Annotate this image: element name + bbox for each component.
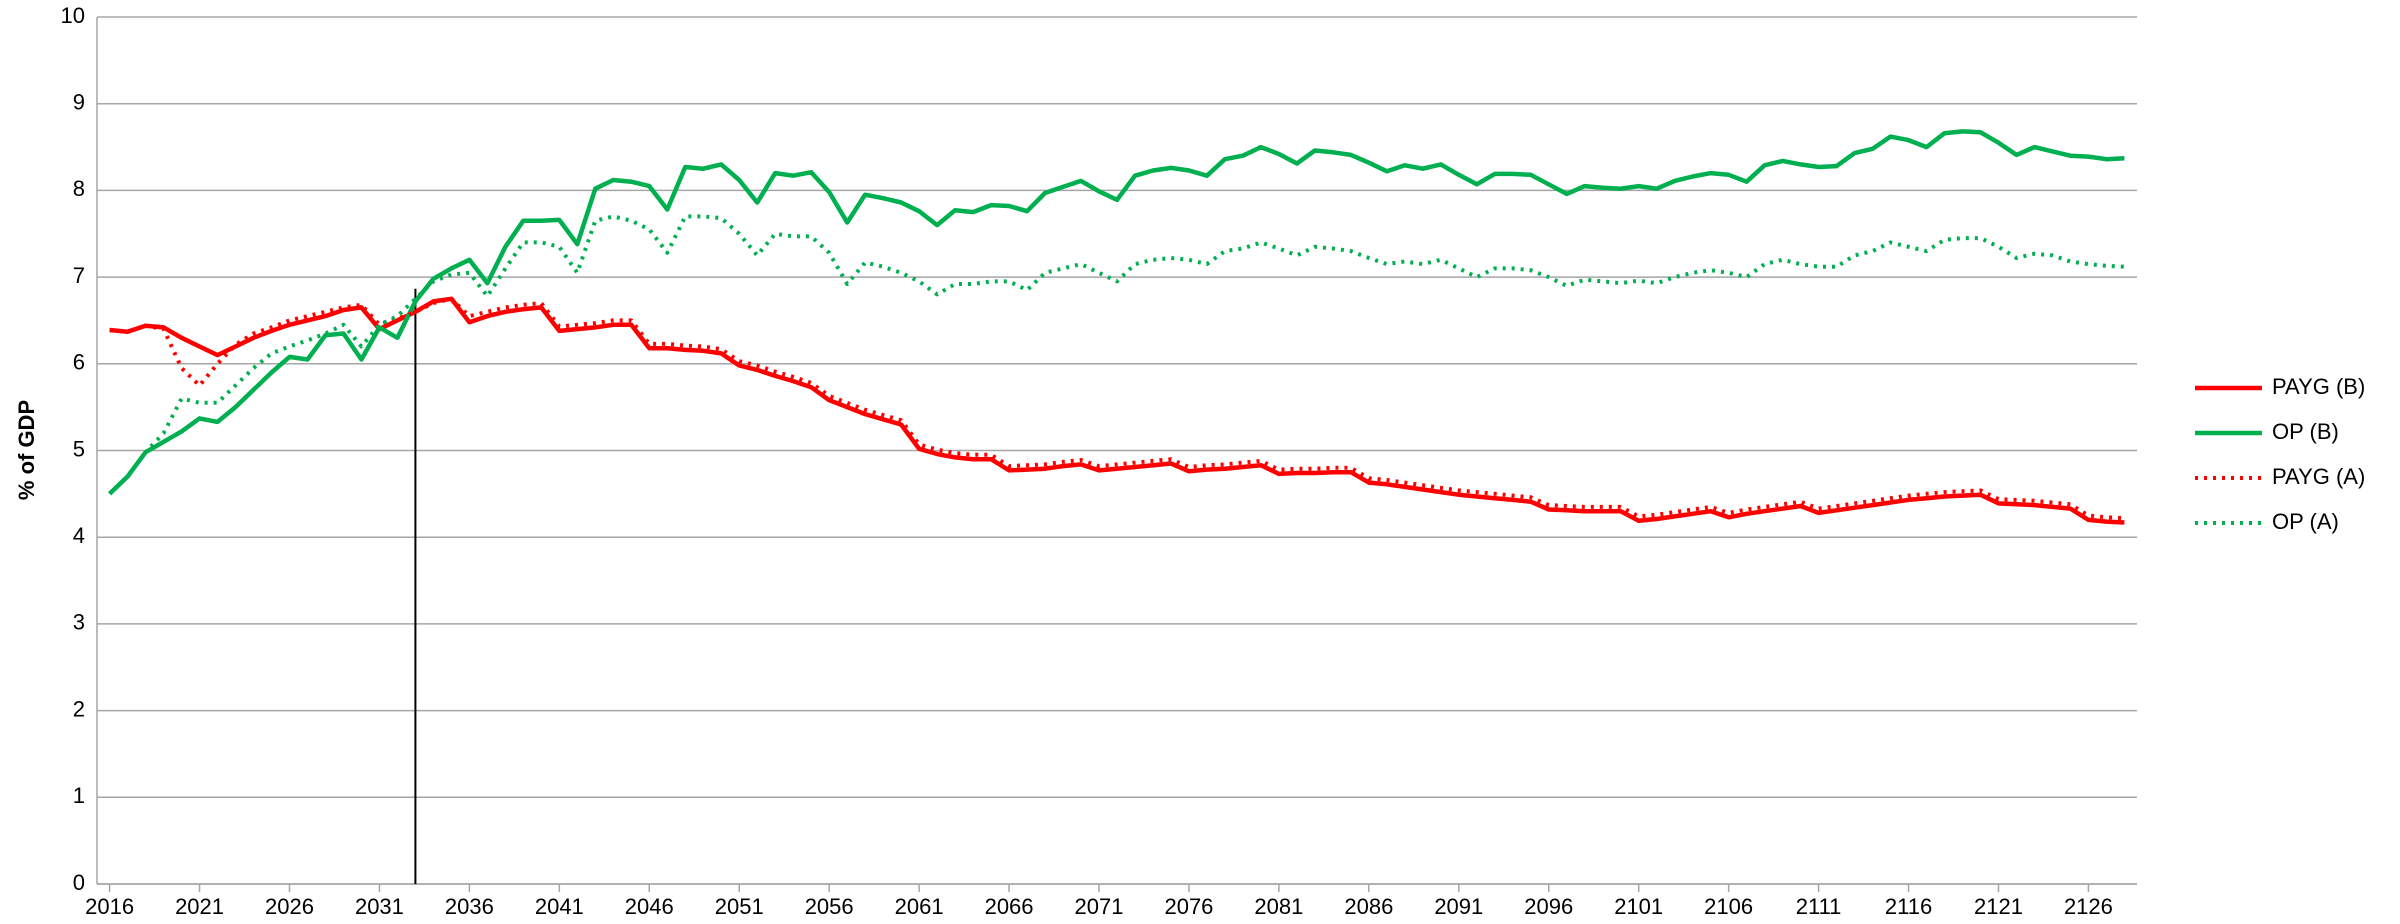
legend-label: PAYG (B) <box>2272 374 2365 399</box>
y-tick-label: 7 <box>73 263 85 288</box>
y-axis-label: % of GDP <box>14 400 39 500</box>
x-tick-label: 2076 <box>1164 894 1213 919</box>
x-tick-label: 2026 <box>265 894 314 919</box>
x-tick-label: 2036 <box>445 894 494 919</box>
y-tick-label: 6 <box>73 350 85 375</box>
series-line <box>109 296 2125 525</box>
x-tick-label: 2116 <box>1885 894 1932 919</box>
series-line <box>108 214 2125 496</box>
legend-label: OP (B) <box>2272 419 2339 444</box>
x-tick-label: 2091 <box>1434 894 1483 919</box>
y-tick-label: 1 <box>73 783 85 808</box>
x-tick-label: 2101 <box>1614 894 1663 919</box>
legend-label: OP (A) <box>2272 509 2339 534</box>
legend-label: PAYG (A) <box>2272 464 2365 489</box>
y-tick-label: 3 <box>73 610 85 635</box>
y-tick-label: 8 <box>73 176 85 201</box>
x-tick-label: 2071 <box>1075 894 1124 919</box>
x-tick-label: 2041 <box>535 894 584 919</box>
x-tick-label: 2061 <box>895 894 944 919</box>
x-tick-label: 2031 <box>355 894 404 919</box>
y-tick-label: 2 <box>73 696 85 721</box>
series-line <box>109 296 2125 521</box>
x-tick-label: 2056 <box>805 894 854 919</box>
y-tick-label: 9 <box>73 90 85 115</box>
x-tick-label: 2066 <box>985 894 1034 919</box>
y-tick-label: 5 <box>73 436 85 461</box>
x-tick-label: 2096 <box>1524 894 1573 919</box>
x-tick-label: 2021 <box>175 894 224 919</box>
y-tick-label: 10 <box>61 3 85 28</box>
series-line <box>108 129 2125 496</box>
x-tick-label: 2121 <box>1974 894 2023 919</box>
y-tick-label: 0 <box>73 870 85 895</box>
y-tick-label: 4 <box>73 523 85 548</box>
x-tick-label: 2081 <box>1254 894 1303 919</box>
x-tick-label: 2086 <box>1344 894 1393 919</box>
x-tick-label: 2111 <box>1796 894 1842 919</box>
x-tick-label: 2016 <box>85 894 134 919</box>
x-tick-label: 2051 <box>715 894 764 919</box>
x-tick-label: 2046 <box>625 894 674 919</box>
x-tick-label: 2126 <box>2064 894 2113 919</box>
x-tick-label: 2106 <box>1704 894 1753 919</box>
